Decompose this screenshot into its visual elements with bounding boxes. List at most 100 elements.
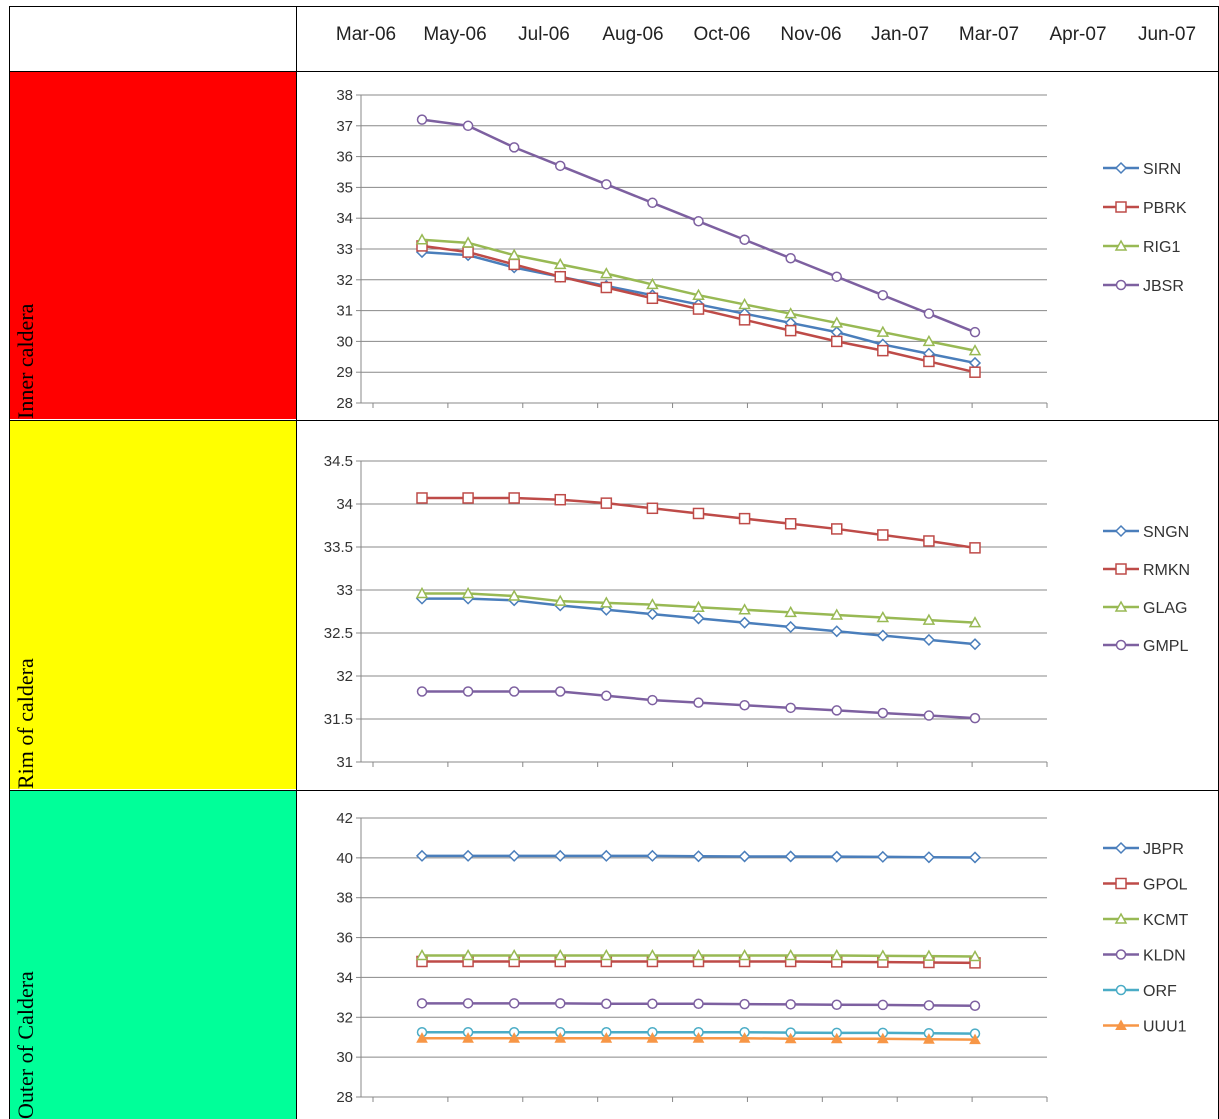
- y-tick-label: 28: [336, 395, 353, 412]
- legend-label: KCMT: [1143, 912, 1189, 929]
- data-point: [923, 1033, 935, 1044]
- data-point: [738, 512, 751, 525]
- series-jbpr: [415, 849, 982, 864]
- data-point: [968, 344, 982, 356]
- data-point: [831, 523, 843, 535]
- data-point: [969, 542, 981, 554]
- data-point: [554, 493, 566, 506]
- data-point: [922, 949, 936, 961]
- series-gpol: [416, 955, 981, 969]
- data-point: [876, 325, 890, 337]
- y-tick-label: 36: [336, 930, 353, 947]
- data-point: [601, 998, 612, 1009]
- data-point: [969, 366, 981, 378]
- legend-label: SNGN: [1143, 524, 1189, 541]
- legend-item-rig1: RIG1: [1103, 239, 1180, 256]
- legend-label: GMPL: [1143, 638, 1188, 655]
- data-point: [462, 1032, 474, 1043]
- data-point: [877, 999, 889, 1011]
- legend-marker: [1114, 912, 1128, 924]
- y-tick-label: 34: [336, 496, 353, 513]
- data-point: [461, 948, 475, 961]
- header-date: Mar-06: [335, 24, 397, 45]
- data-point: [601, 179, 612, 190]
- data-point: [507, 589, 521, 601]
- data-point: [785, 702, 796, 714]
- header-date: Aug-06: [602, 24, 664, 45]
- data-point: [553, 948, 567, 961]
- series-rmkn: [416, 492, 981, 554]
- data-point: [969, 712, 981, 724]
- data-point: [461, 586, 475, 599]
- data-point: [462, 246, 474, 258]
- data-point: [600, 1032, 613, 1043]
- table-border-row3: [9, 790, 1219, 791]
- data-point: [784, 1032, 797, 1044]
- data-point: [968, 616, 982, 628]
- legend-label: JBPR: [1143, 841, 1184, 858]
- data-point: [784, 850, 797, 863]
- data-point: [693, 998, 704, 1009]
- data-point: [692, 612, 705, 625]
- y-tick-label: 32: [336, 1009, 353, 1026]
- y-tick-label: 33.5: [324, 539, 353, 556]
- data-point: [785, 252, 796, 264]
- y-tick-label: 33: [336, 241, 353, 258]
- data-point: [923, 308, 935, 319]
- data-point: [646, 277, 659, 290]
- data-point: [416, 686, 428, 697]
- data-point: [692, 948, 705, 961]
- legend-marker: [1114, 600, 1128, 612]
- data-point: [508, 142, 520, 153]
- y-tick-label: 29: [336, 364, 353, 381]
- data-point: [922, 633, 935, 646]
- data-point: [646, 849, 659, 862]
- legend-label: UUU1: [1143, 1019, 1187, 1036]
- legend-marker: [1114, 841, 1128, 855]
- data-point: [830, 625, 843, 638]
- table-border-left: [9, 6, 10, 1119]
- data-point: [692, 303, 705, 315]
- data-point: [738, 948, 751, 961]
- legend-marker: [1115, 563, 1127, 575]
- data-point: [969, 1033, 981, 1045]
- y-tick-label: 32: [336, 668, 353, 685]
- row-cell-rim: Rim of caldera: [9, 421, 296, 789]
- legend-item-pbrk: PBRK: [1103, 200, 1187, 217]
- legend-marker: [1114, 161, 1128, 175]
- header-date: Mar-07: [958, 24, 1020, 45]
- data-point: [462, 686, 474, 697]
- data-point: [784, 948, 797, 961]
- legend-marker: [1115, 877, 1127, 890]
- series-uuu1: [416, 1032, 981, 1045]
- legend-label: JBSR: [1143, 278, 1184, 295]
- y-tick-label: 40: [336, 850, 353, 867]
- y-tick-label: 30: [336, 333, 353, 350]
- data-point: [508, 998, 520, 1009]
- data-point: [553, 594, 567, 606]
- data-point: [600, 849, 613, 862]
- series-kcmt: [415, 948, 982, 962]
- data-point: [831, 335, 843, 348]
- series-line: [422, 496, 976, 550]
- legend-item-rmkn: RMKN: [1103, 562, 1190, 579]
- series-jbsr: [416, 114, 981, 338]
- data-point: [555, 160, 566, 172]
- table-border-row1: [9, 71, 1219, 72]
- data-point: [692, 288, 705, 300]
- y-tick-label: 32.5: [324, 625, 353, 642]
- series-gmpl: [416, 686, 981, 724]
- data-point: [692, 600, 705, 612]
- data-point: [830, 316, 844, 328]
- y-tick-label: 33: [336, 582, 353, 599]
- data-point: [553, 257, 567, 270]
- legend-item-kldn: KLDN: [1103, 948, 1186, 965]
- y-tick-label: 30: [336, 1049, 353, 1066]
- data-point: [876, 949, 890, 961]
- row-cell-outer: Outer of Caldera: [9, 791, 296, 1119]
- data-point: [830, 948, 844, 961]
- header-date: Nov-06: [780, 24, 842, 45]
- y-tick-label: 37: [336, 118, 353, 135]
- data-point: [646, 1032, 659, 1043]
- data-point: [416, 492, 428, 504]
